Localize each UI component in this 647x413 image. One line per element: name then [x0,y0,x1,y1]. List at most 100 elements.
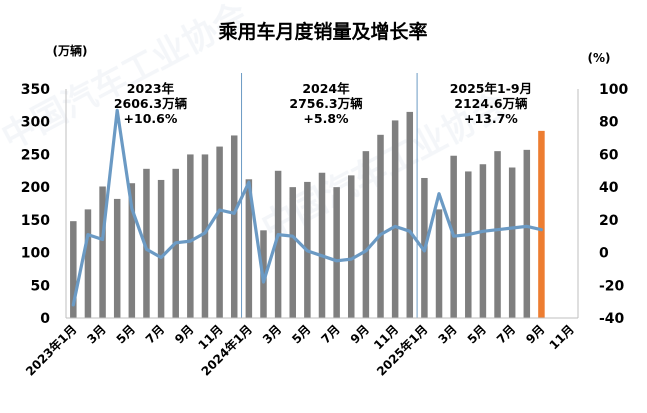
annotation-2-line-1: 2024年 [302,81,350,96]
growth-point-8 [174,241,177,244]
right-tick-20: 20 [599,213,619,229]
growth-point-24 [408,230,411,233]
left-tick-250: 250 [21,147,50,163]
growth-point-25 [423,249,426,253]
bar-4 [113,198,121,318]
growth-point-5 [130,207,134,210]
bar-16 [289,187,296,318]
bar-31 [508,167,516,318]
bar-32 [523,149,531,318]
x-tick-1: 2023年1月 [22,322,79,379]
right-tick-100: 100 [599,82,628,98]
x-tick-17: 5月 [289,322,313,346]
growth-point-33 [540,228,543,231]
growth-point-28 [467,233,470,236]
left-tick-0: 0 [40,311,50,327]
annotation-2-line-3: +5.8% [303,111,349,126]
bar-12 [230,135,238,318]
bar-6 [143,168,150,318]
right-tick--20: -20 [599,278,625,294]
x-tick-33: 9月 [523,322,547,346]
x-tick-31: 7月 [494,322,518,346]
right-tick-40: 40 [599,180,619,196]
growth-point-11 [218,208,221,212]
watermark-text-1: 中国汽车工业协会 [0,0,254,158]
bar-24 [406,111,414,319]
growth-point-13 [247,181,251,184]
growth-line [71,108,544,307]
growth-point-12 [233,212,236,215]
left-tick-150: 150 [21,213,50,229]
bar-29 [479,164,487,318]
bar-18 [318,172,326,318]
growth-point-18 [320,254,324,258]
bar-22 [377,134,384,318]
annotation-3-line-3: +13.7% [464,111,518,126]
chart-title: 乘用车月度销量及增长率 [217,20,427,43]
growth-point-31 [510,226,514,230]
annotation-3-line-2: 2124.6万辆 [454,96,528,111]
x-tick-7: 7月 [143,322,167,346]
right-axis-ticks: -40 -20 0 20 40 60 80 100 [599,82,628,327]
growth-point-14 [262,280,265,284]
x-tick-29: 5月 [465,322,489,346]
left-tick-300: 300 [21,115,50,131]
left-tick-200: 200 [21,180,50,196]
growth-point-20 [350,257,353,261]
bar-5 [128,183,136,318]
growth-point-6 [145,248,148,251]
bar-10 [201,154,209,318]
right-tick-80: 80 [599,115,619,131]
x-tick-19: 7月 [318,322,342,346]
left-axis-unit: (万辆) [53,43,88,58]
bar-21 [362,151,370,318]
annotation-3-line-1: 2025年1-9月 [450,81,532,96]
axes [65,89,579,319]
growth-point-15 [276,233,280,236]
bar-2 [84,209,92,318]
annotation-1-line-1: 2023年 [127,81,175,96]
growth-point-9 [189,239,192,243]
growth-point-22 [379,233,382,236]
bar-28 [465,171,472,318]
growth-point-10 [203,231,207,235]
growth-point-30 [496,228,499,231]
x-tick-15: 3月 [260,322,284,346]
x-tick-3: 3月 [84,322,108,346]
annotation-2-line-2: 2756.3万辆 [289,96,363,111]
left-axis-ticks: 0 50 100 150 200 250 300 350 [21,82,50,327]
bar-13 [245,179,253,318]
annotation-1-line-3: +10.6% [124,111,178,126]
right-axis-unit: (%) [588,51,611,65]
bars [70,111,545,319]
x-tick-21: 9月 [348,322,372,346]
growth-point-21 [364,249,368,253]
growth-point-16 [291,235,294,238]
growth-point-4 [116,109,119,112]
growth-point-26 [437,192,441,195]
bar-3 [99,186,106,318]
growth-point-23 [393,225,397,228]
bar-23 [391,120,399,318]
bar-19 [333,187,340,318]
bar-1 [70,221,77,318]
growth-point-1 [72,303,75,307]
bar-33 [538,130,545,318]
left-tick-350: 350 [21,82,50,98]
bar-11 [216,146,223,318]
growth-point-2 [86,233,90,236]
right-tick-0: 0 [599,246,609,262]
growth-point-32 [525,225,528,228]
bar-30 [494,151,501,318]
growth-point-27 [452,235,455,238]
annotation-1-line-2: 2606.3万辆 [114,96,188,111]
x-tick-5: 5月 [114,322,138,346]
bar-9 [187,154,194,318]
x-tick-35: 11月 [547,322,577,352]
growth-point-7 [159,256,163,259]
growth-point-17 [306,249,309,253]
growth-point-19 [335,259,338,262]
